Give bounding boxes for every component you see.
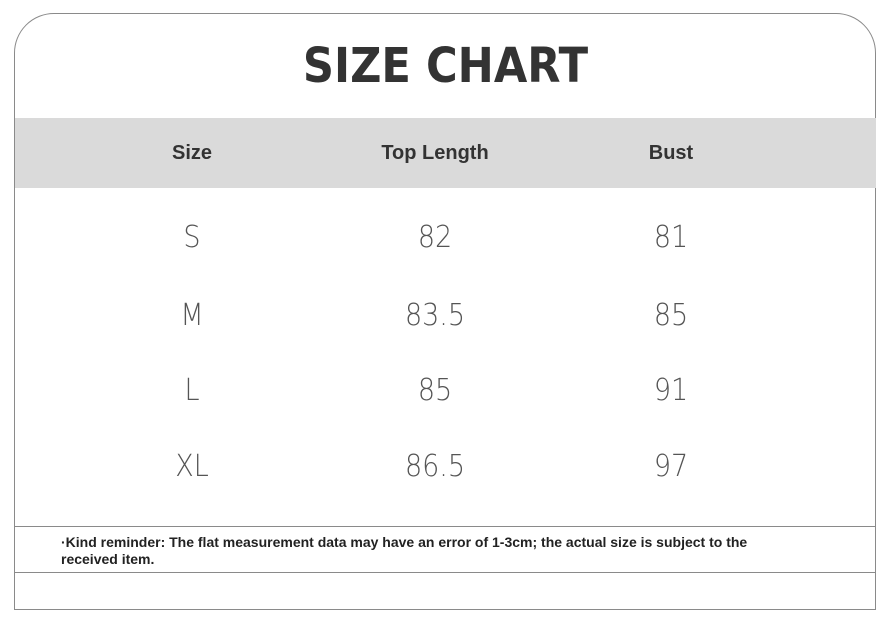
table-cell: S xyxy=(183,220,201,255)
table-cell: XL xyxy=(175,449,209,484)
reminder-box: ·Kind reminder: The flat measurement dat… xyxy=(14,526,876,573)
table-cell: 85 xyxy=(653,298,689,333)
header-top-length: Top Length xyxy=(381,142,489,164)
table-cell: 83.5 xyxy=(404,298,466,333)
size-chart-frame xyxy=(14,13,876,610)
table-cell: 85 xyxy=(417,373,453,408)
table-cell: 81 xyxy=(653,220,689,255)
table-cell: 97 xyxy=(653,449,689,484)
reminder-text: ·Kind reminder: The flat measurement dat… xyxy=(61,534,748,567)
table-cell: 91 xyxy=(653,373,689,408)
table-header-row xyxy=(15,118,876,188)
table-cell: 82 xyxy=(417,220,453,255)
header-size: Size xyxy=(171,142,213,164)
header-bust: Bust xyxy=(648,142,694,164)
table-cell: 86.5 xyxy=(404,449,466,484)
table-cell: M xyxy=(180,298,204,333)
page-title: SIZE CHART xyxy=(302,38,589,94)
table-cell: L xyxy=(184,373,200,408)
